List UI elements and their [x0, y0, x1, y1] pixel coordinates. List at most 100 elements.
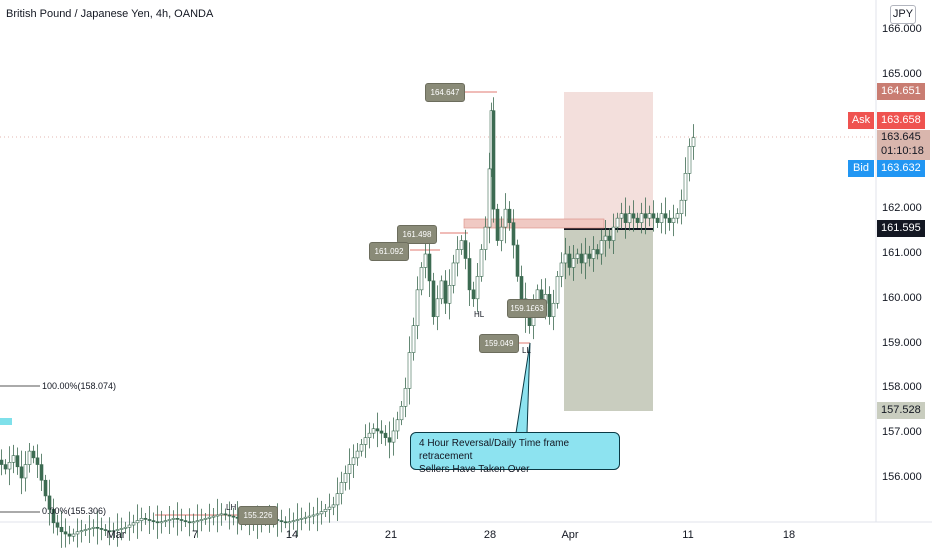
candle-body — [35, 457, 40, 465]
candle-body — [127, 524, 132, 528]
candle-body — [287, 521, 292, 524]
candle-body — [63, 531, 68, 535]
candle-body — [79, 530, 84, 533]
candle-body — [223, 513, 228, 516]
candle-body — [315, 513, 320, 516]
hl-label: HL — [474, 310, 485, 319]
candle-body — [679, 199, 684, 214]
time-axis-label: 18 — [782, 529, 796, 541]
candle-body — [559, 262, 564, 277]
level-1591-label: 159.1£63 — [507, 299, 547, 318]
candle-body — [303, 516, 308, 519]
lh-label: LH — [226, 503, 237, 512]
price-axis-label: 166.000 — [882, 23, 922, 35]
candle-body — [351, 457, 356, 465]
time-axis-label: 21 — [384, 529, 398, 541]
candle-body — [95, 526, 100, 529]
stop-price-tag: 157.528 — [877, 402, 925, 419]
candle-body — [327, 506, 332, 510]
candle-body — [431, 280, 436, 318]
price-axis-label: 165.000 — [882, 67, 922, 80]
candle-body — [643, 213, 648, 219]
low-label: 159.049 — [479, 334, 519, 353]
candle-body — [615, 217, 620, 228]
bid-label: Bid — [848, 160, 874, 177]
candle-body — [231, 515, 236, 518]
candle-body — [19, 466, 24, 479]
candle-body — [119, 528, 124, 530]
candle-body — [667, 217, 672, 223]
candle-body — [599, 240, 604, 255]
candle-body — [563, 253, 568, 264]
candle-body — [455, 249, 460, 264]
candle-body — [403, 388, 408, 407]
loss-zone — [564, 229, 653, 411]
candle-body — [635, 217, 640, 223]
candle-body — [363, 437, 368, 445]
target-price-tag: 164.651 — [877, 83, 925, 100]
time-axis-label: Mar — [106, 529, 126, 541]
callout-pointer — [515, 342, 531, 434]
profit-zone — [564, 92, 653, 229]
candle-body — [459, 240, 464, 250]
candle-body — [491, 110, 496, 210]
level-161092-label: 161.092 — [369, 242, 409, 261]
candle-body — [71, 533, 76, 537]
candle-body — [319, 511, 324, 515]
candle-body — [179, 519, 184, 521]
candle-body — [3, 464, 8, 470]
last-price-block: 163.645 01:10:18 — [877, 130, 930, 160]
candle-body — [163, 520, 168, 522]
candle-body — [295, 519, 300, 521]
candle-body — [335, 493, 340, 506]
candle-body — [355, 450, 360, 459]
candle-body — [31, 450, 36, 459]
ll-label: LL — [522, 346, 531, 355]
candle-body — [219, 513, 224, 516]
candle-body — [147, 519, 152, 521]
candle-body — [195, 520, 200, 522]
bid-price-tag: 163.632 — [877, 160, 925, 177]
candle-body — [511, 222, 516, 246]
candle-body — [107, 530, 112, 533]
candle-body — [0, 459, 4, 465]
candle-body — [375, 428, 380, 432]
candle-body — [687, 146, 692, 174]
candle-body — [59, 526, 64, 533]
candle-body — [591, 249, 596, 259]
candle-body — [39, 464, 44, 481]
candle-body — [203, 518, 208, 520]
candle-body — [75, 531, 80, 535]
candle-body — [111, 530, 116, 533]
candle-body — [631, 213, 636, 219]
candle-body — [15, 455, 20, 468]
candle-body — [359, 444, 364, 452]
time-axis-label: 7 — [191, 529, 199, 541]
candle-body — [483, 226, 488, 250]
candle-body — [183, 520, 188, 522]
currency-button[interactable]: JPY — [890, 5, 916, 24]
candle-body — [103, 529, 108, 531]
candle-body — [23, 464, 28, 479]
candle-body — [323, 509, 328, 512]
candle-body — [215, 514, 220, 517]
candle-body — [611, 226, 616, 241]
resistance-box — [463, 218, 605, 229]
last-price: 163.645 — [881, 131, 921, 143]
candle-body — [451, 262, 456, 286]
candle-body — [83, 529, 88, 531]
candle-body — [139, 518, 144, 521]
chart-title: British Pound / Japanese Yen, 4h, OANDA — [6, 8, 214, 20]
candle-body — [151, 520, 156, 522]
candle-body — [51, 509, 56, 524]
candle-body — [311, 514, 316, 517]
candle-body — [467, 258, 472, 291]
candle-body — [663, 213, 668, 219]
candle-body — [211, 515, 216, 518]
candle-body — [55, 522, 60, 528]
candle-body — [527, 316, 532, 326]
candle-body — [603, 235, 608, 241]
candle-body — [279, 520, 284, 522]
candle-body — [583, 253, 588, 264]
